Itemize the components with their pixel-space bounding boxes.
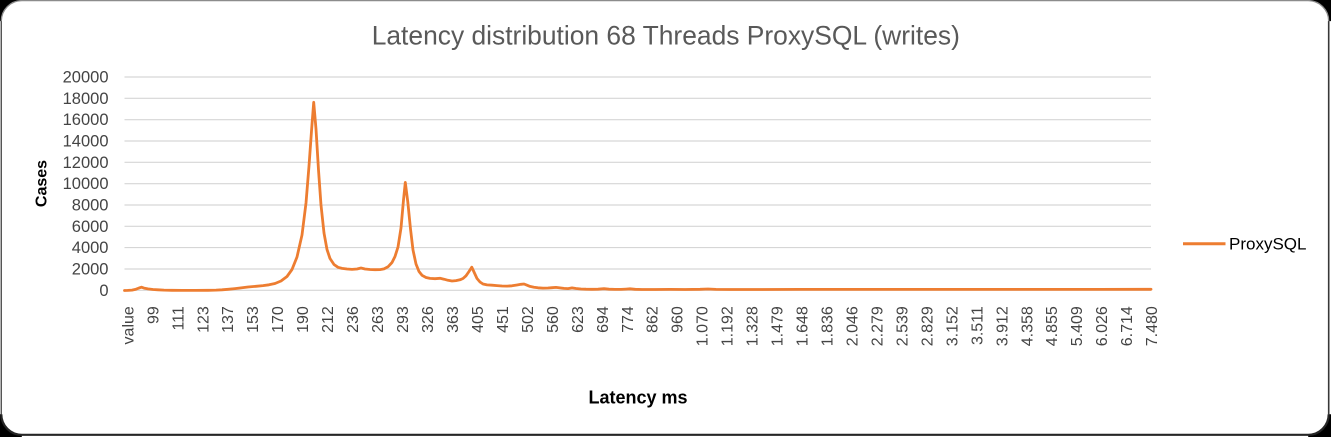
svg-text:694: 694 [595, 306, 612, 333]
svg-text:560: 560 [545, 306, 562, 333]
svg-text:4.358: 4.358 [1019, 306, 1036, 346]
svg-text:774: 774 [620, 306, 637, 333]
svg-text:3.912: 3.912 [994, 306, 1011, 346]
svg-text:20000: 20000 [63, 69, 109, 87]
svg-text:363: 363 [445, 306, 462, 333]
svg-text:10000: 10000 [63, 175, 109, 193]
svg-text:4.855: 4.855 [1044, 306, 1061, 346]
svg-text:960: 960 [670, 306, 687, 333]
svg-text:1.479: 1.479 [770, 306, 787, 346]
svg-text:1.192: 1.192 [720, 306, 737, 346]
svg-text:1.328: 1.328 [745, 306, 762, 346]
svg-text:2000: 2000 [72, 261, 109, 279]
svg-text:263: 263 [370, 306, 387, 333]
svg-text:Latency ms: Latency ms [588, 388, 687, 408]
svg-text:Latency distribution 68 Thread: Latency distribution 68 Threads ProxySQL… [372, 20, 960, 50]
svg-text:190: 190 [295, 306, 312, 333]
svg-text:1.648: 1.648 [795, 306, 812, 346]
svg-text:6.714: 6.714 [1119, 306, 1136, 346]
svg-text:0: 0 [99, 282, 108, 300]
svg-text:3.152: 3.152 [944, 306, 961, 346]
svg-text:153: 153 [245, 306, 262, 333]
svg-text:7.480: 7.480 [1144, 306, 1161, 346]
svg-text:137: 137 [220, 306, 237, 333]
svg-text:5.409: 5.409 [1069, 306, 1086, 346]
svg-text:451: 451 [495, 306, 512, 333]
svg-text:623: 623 [570, 306, 587, 333]
svg-text:6.026: 6.026 [1094, 306, 1111, 346]
svg-text:405: 405 [470, 306, 487, 333]
svg-text:18000: 18000 [63, 90, 109, 108]
svg-text:14000: 14000 [63, 133, 109, 151]
svg-text:value: value [120, 306, 137, 344]
svg-text:16000: 16000 [63, 111, 109, 129]
svg-text:4000: 4000 [72, 239, 109, 257]
svg-text:1.070: 1.070 [695, 306, 712, 346]
svg-text:502: 502 [520, 306, 537, 333]
svg-text:Cases: Cases [33, 160, 50, 207]
svg-text:1.836: 1.836 [820, 306, 837, 346]
svg-text:293: 293 [395, 306, 412, 333]
svg-text:123: 123 [195, 306, 212, 333]
svg-text:99: 99 [145, 306, 162, 324]
svg-text:2.279: 2.279 [869, 306, 886, 346]
svg-text:3.511: 3.511 [969, 306, 986, 345]
svg-text:212: 212 [320, 306, 337, 333]
svg-text:6000: 6000 [72, 218, 109, 236]
svg-text:ProxySQL: ProxySQL [1229, 234, 1306, 253]
svg-text:170: 170 [270, 306, 287, 333]
svg-text:236: 236 [345, 306, 362, 333]
svg-text:8000: 8000 [72, 197, 109, 215]
svg-text:326: 326 [420, 306, 437, 333]
svg-text:2.539: 2.539 [894, 306, 911, 346]
svg-text:2.829: 2.829 [919, 306, 936, 346]
svg-text:862: 862 [645, 306, 662, 333]
svg-text:111: 111 [170, 306, 187, 330]
svg-text:2.046: 2.046 [845, 306, 862, 346]
svg-text:12000: 12000 [63, 154, 109, 172]
